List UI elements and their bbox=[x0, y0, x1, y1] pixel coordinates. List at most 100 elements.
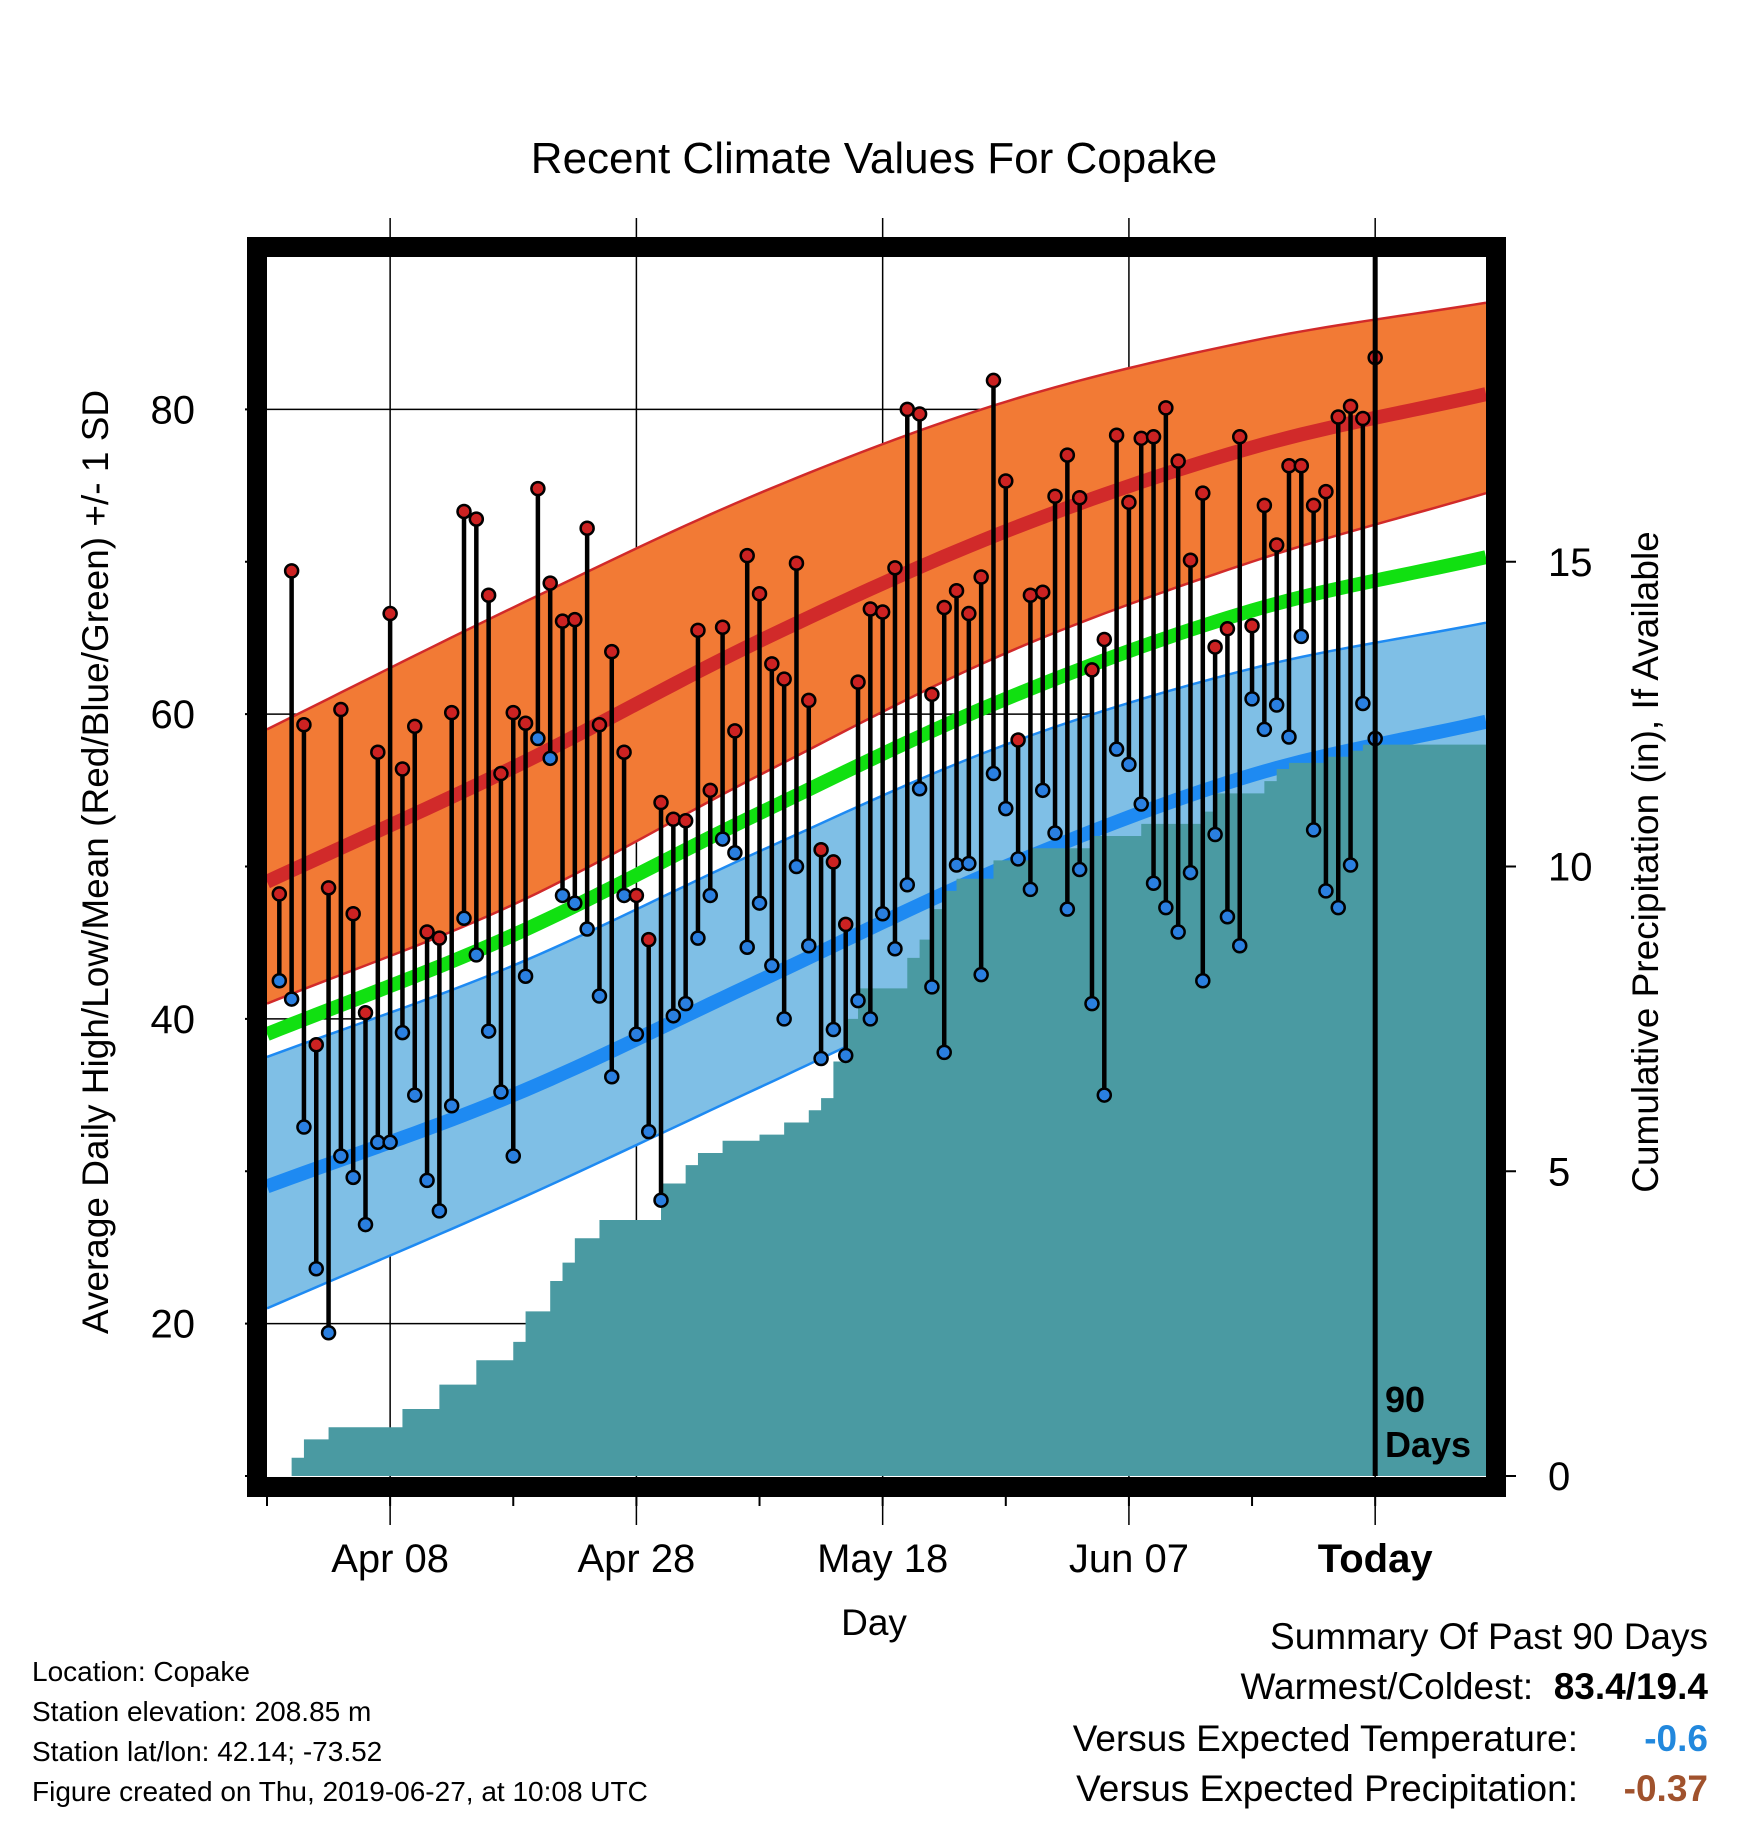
high-normal-band-upper-edge bbox=[266, 301, 1487, 731]
daily-low-point bbox=[714, 831, 731, 847]
daily-low-point bbox=[677, 995, 694, 1012]
daily-low-point bbox=[1145, 875, 1162, 892]
daily-low-point bbox=[653, 1192, 669, 1208]
daily-low-point bbox=[1330, 899, 1346, 916]
precip-label: Versus Expected Precipitation: bbox=[1076, 1768, 1578, 1809]
daily-high-point bbox=[1034, 584, 1051, 600]
daily-high-point bbox=[985, 372, 1002, 389]
y-left-tick-label: 20 bbox=[151, 1303, 196, 1347]
daily-high-point bbox=[1355, 410, 1371, 427]
daily-low-point bbox=[788, 858, 805, 875]
daily-low-point bbox=[468, 947, 485, 963]
y-left-tick-label: 80 bbox=[151, 388, 196, 432]
daily-low-point bbox=[1022, 881, 1039, 898]
x-tick-label: Apr 28 bbox=[577, 1537, 695, 1581]
daily-low-point bbox=[333, 1148, 349, 1164]
daily-low-point bbox=[825, 1021, 842, 1038]
daily-low-point bbox=[1355, 695, 1371, 712]
daily-low-point bbox=[1182, 864, 1199, 881]
daily-high-point bbox=[702, 782, 719, 799]
daily-low-point bbox=[874, 905, 891, 922]
daily-high-point bbox=[1096, 631, 1113, 648]
chart-title: Recent Climate Values For Copake bbox=[531, 134, 1217, 183]
summary-heading: Summary Of Past 90 Days bbox=[1270, 1618, 1708, 1655]
daily-low-point bbox=[727, 845, 743, 861]
daily-high-point bbox=[1145, 429, 1162, 445]
daily-low-point bbox=[690, 930, 706, 946]
temp-label: Versus Expected Temperature: bbox=[1072, 1718, 1578, 1759]
daily-high-point bbox=[443, 704, 460, 721]
daily-high-point bbox=[1281, 458, 1297, 474]
daily-high-point bbox=[1071, 490, 1088, 506]
daily-high-point bbox=[1244, 617, 1260, 634]
daily-low-point bbox=[801, 937, 817, 954]
summary-precip: Versus Expected Precipitation: -0.37 bbox=[1076, 1770, 1708, 1807]
daily-low-point bbox=[296, 1119, 312, 1135]
daily-high-point bbox=[505, 704, 522, 721]
daily-low-point bbox=[1195, 973, 1211, 989]
daily-high-point bbox=[604, 643, 620, 660]
daily-low-point bbox=[394, 1024, 411, 1041]
daily-low-point bbox=[1096, 1087, 1113, 1103]
daily-high-point bbox=[382, 605, 398, 622]
daily-high-point bbox=[1219, 621, 1236, 637]
daily-low-point bbox=[985, 765, 1002, 782]
daily-low-point bbox=[998, 800, 1014, 817]
daily-low-point bbox=[554, 887, 571, 904]
daily-high-point bbox=[887, 560, 903, 576]
daily-low-point bbox=[948, 857, 965, 873]
daily-low-point bbox=[1071, 861, 1088, 878]
daily-low-point bbox=[345, 1169, 361, 1186]
daily-high-point bbox=[1207, 639, 1223, 655]
daily-high-point bbox=[690, 622, 706, 639]
daily-high-point bbox=[1293, 458, 1310, 474]
daily-high-point bbox=[480, 587, 497, 604]
high-normal-line bbox=[264, 387, 1488, 889]
daily-low-point bbox=[1059, 901, 1076, 917]
daily-high-point bbox=[271, 886, 288, 902]
daily-high-point bbox=[1318, 483, 1334, 500]
plot-frame bbox=[247, 237, 1506, 1497]
daily-low-point bbox=[1034, 782, 1051, 799]
daily-low-point bbox=[542, 750, 558, 767]
daily-high-point bbox=[739, 547, 755, 564]
daily-high-point bbox=[320, 880, 337, 896]
daily-low-point bbox=[1121, 756, 1137, 773]
daily-low-point bbox=[517, 968, 534, 984]
daily-high-point bbox=[456, 503, 472, 520]
daily-low-point bbox=[862, 1011, 879, 1027]
daily-low-point bbox=[751, 895, 768, 911]
daily-high-point bbox=[591, 717, 608, 733]
low-normal-line bbox=[264, 714, 1488, 1194]
daily-high-point bbox=[714, 619, 731, 636]
daily-low-point bbox=[271, 973, 288, 989]
daily-low-point bbox=[936, 1044, 952, 1061]
daily-low-point bbox=[1268, 697, 1285, 713]
daily-high-point bbox=[961, 605, 977, 622]
daily-low-point bbox=[308, 1261, 325, 1277]
daily-low-point bbox=[456, 910, 472, 927]
daily-high-point bbox=[1330, 409, 1346, 425]
daily-high-point bbox=[936, 599, 952, 616]
daily-low-point bbox=[1244, 691, 1260, 707]
daily-high-point bbox=[1047, 488, 1063, 504]
daily-high-point bbox=[837, 916, 854, 933]
daily-high-point bbox=[1121, 494, 1137, 511]
daily-low-point bbox=[961, 855, 977, 872]
daily-high-point bbox=[296, 717, 312, 733]
daily-low-point bbox=[530, 730, 546, 747]
daily-high-point bbox=[862, 601, 879, 617]
high-normal-band bbox=[267, 302, 1486, 1004]
y-axis-right-label: Cumulative Precipitation (in), If Availa… bbox=[1625, 531, 1666, 1193]
daily-high-point bbox=[1133, 430, 1149, 447]
daily-low-point bbox=[887, 941, 903, 957]
daily-high-point bbox=[1084, 662, 1100, 678]
daily-high-point bbox=[1158, 400, 1174, 416]
y-left-tick-label: 40 bbox=[151, 998, 196, 1042]
daily-low-point bbox=[1256, 721, 1273, 738]
y-right-tick-label: 0 bbox=[1548, 1455, 1570, 1499]
daily-low-point bbox=[1305, 822, 1322, 838]
daily-high-point bbox=[419, 924, 435, 940]
daily-high-point bbox=[345, 905, 361, 922]
y-left-tick-label: 60 bbox=[151, 693, 196, 737]
